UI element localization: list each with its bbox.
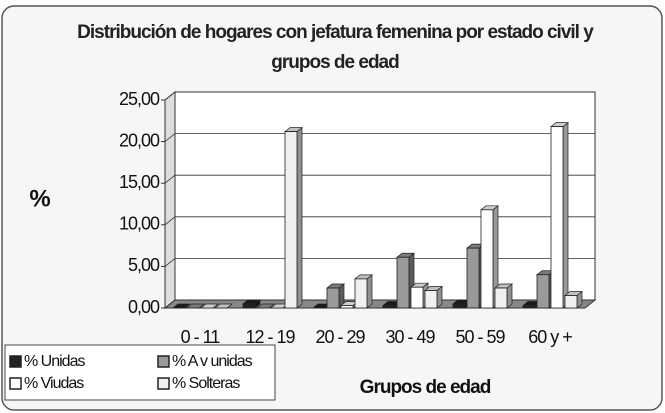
bar xyxy=(396,256,410,309)
legend-swatch xyxy=(9,355,22,368)
legend-box xyxy=(4,344,276,401)
bar-side xyxy=(562,121,569,309)
side-wall xyxy=(164,90,176,310)
bar xyxy=(550,126,564,309)
bar-top xyxy=(172,303,191,309)
bar xyxy=(466,247,480,309)
bar xyxy=(340,305,354,309)
bar-side xyxy=(366,274,373,309)
legend-swatch xyxy=(157,377,170,390)
x-tick-label: 50 - 59 xyxy=(455,327,505,347)
y-axis-label: % xyxy=(29,185,50,212)
bar xyxy=(242,303,256,309)
bar xyxy=(424,290,438,309)
grid-line xyxy=(164,133,595,142)
grid-line xyxy=(164,174,595,184)
grid-line xyxy=(164,216,595,226)
back-wall xyxy=(174,91,596,301)
legend-swatch xyxy=(157,355,170,368)
bar-top xyxy=(200,303,219,309)
bar xyxy=(326,287,340,309)
chart-title: Distribución de hogares con jefatura fem… xyxy=(77,22,594,73)
legend-label: % Solteras xyxy=(172,375,240,392)
bar xyxy=(354,278,368,309)
legend-label: % Unidas xyxy=(24,353,85,370)
bar-side xyxy=(296,126,303,309)
x-tick-label: 60 y + xyxy=(528,327,572,347)
grid-line xyxy=(164,257,595,267)
bar xyxy=(284,131,298,309)
x-axis-label: Grupos de edad xyxy=(360,377,491,398)
y-tick-label: 0,00 xyxy=(128,297,160,317)
bar-top xyxy=(214,303,233,309)
y-tick-label: 15,00 xyxy=(119,172,160,192)
legend-label: % A v unidas xyxy=(172,353,253,370)
bar xyxy=(494,287,508,309)
y-tick-label: 20,00 xyxy=(119,130,160,150)
bar xyxy=(382,305,396,309)
bar xyxy=(410,286,424,309)
x-tick-label: 30 - 49 xyxy=(385,327,435,347)
bar xyxy=(564,295,578,309)
y-tick-label: 25,00 xyxy=(119,89,160,109)
bar xyxy=(480,209,494,309)
y-tick-label: 5,00 xyxy=(128,255,160,275)
grid-line xyxy=(164,299,595,309)
bar-top xyxy=(256,303,275,309)
bar xyxy=(452,303,466,309)
legend-swatch xyxy=(9,377,22,390)
x-tick-label: 12 - 19 xyxy=(245,327,295,347)
bar xyxy=(536,274,550,309)
grid-line xyxy=(164,91,595,101)
legend-label: % Viudas xyxy=(24,375,84,392)
y-tick-label: 10,00 xyxy=(119,214,160,234)
x-tick-label: 0 - 11 xyxy=(181,327,221,347)
bar xyxy=(522,305,536,309)
x-tick-label: 20 - 29 xyxy=(315,327,365,347)
bar-top xyxy=(186,303,205,309)
